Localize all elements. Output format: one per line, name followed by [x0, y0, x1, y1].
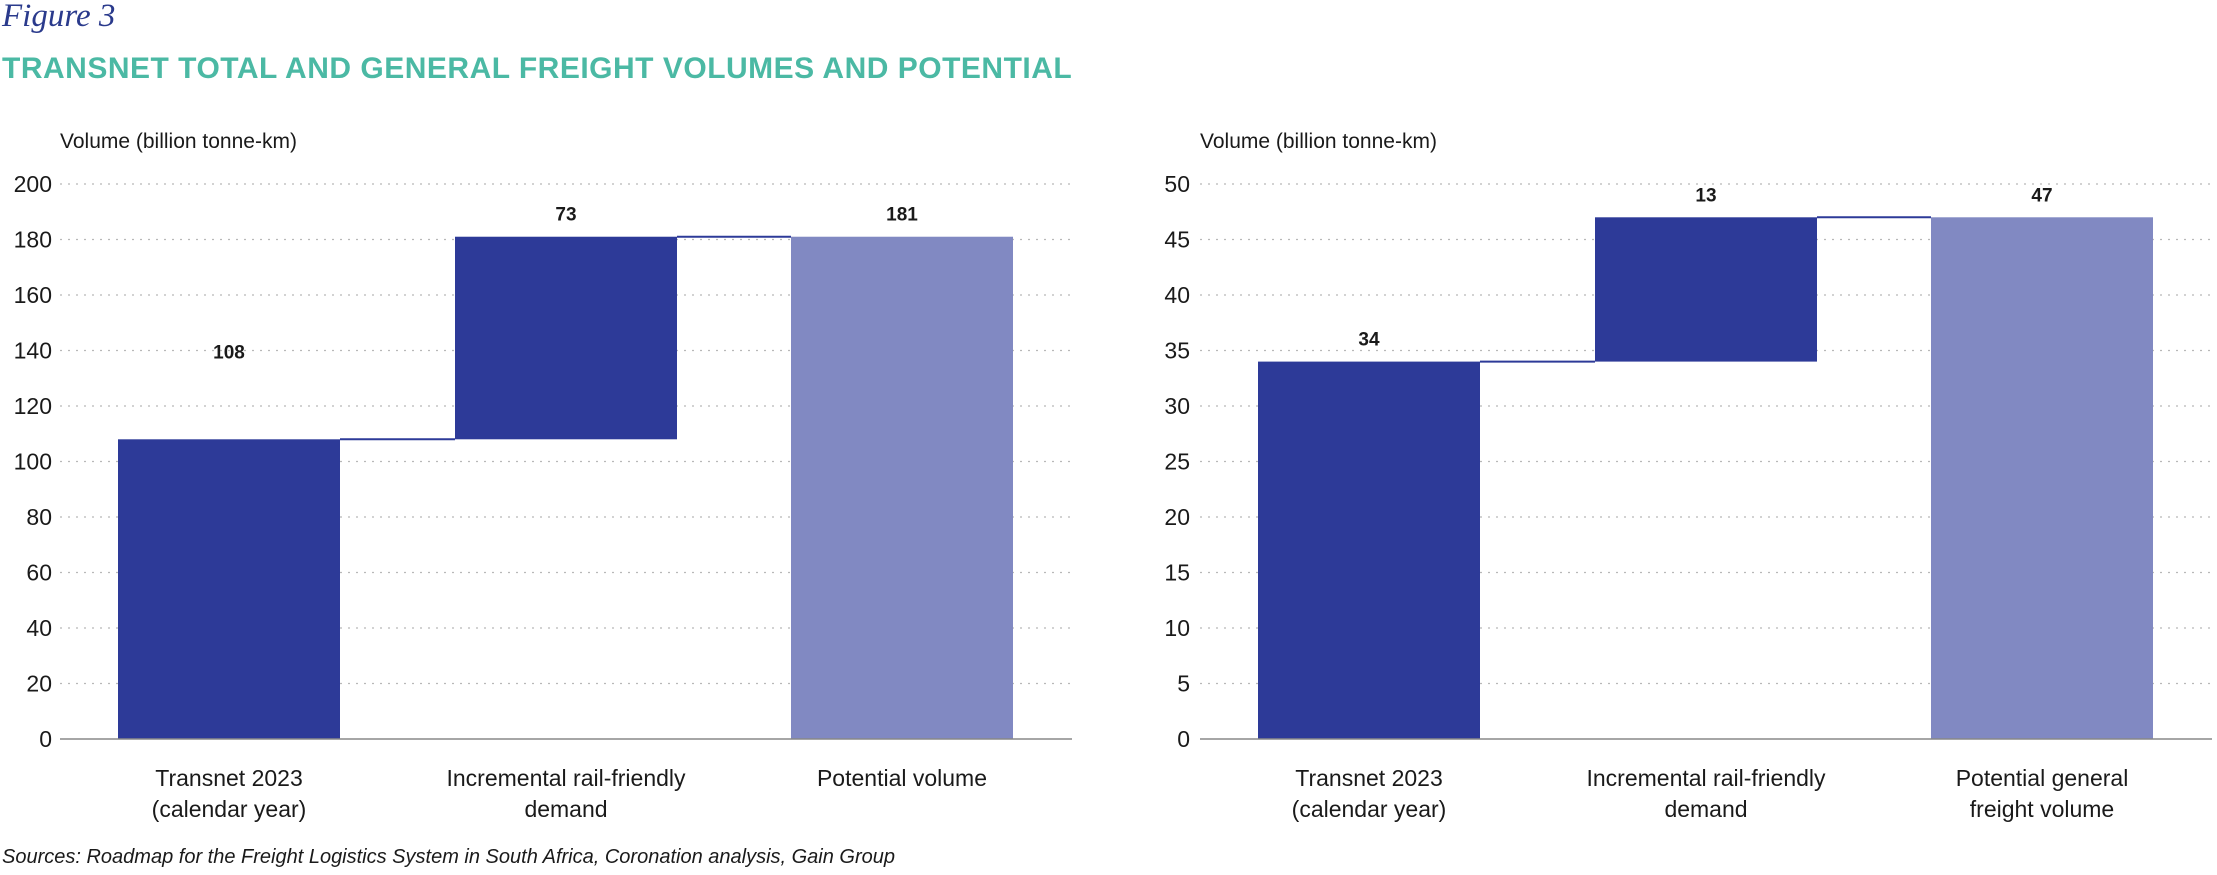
y-tick-label: 200: [14, 171, 52, 197]
y-tick-label: 0: [39, 726, 52, 752]
y-tick-label: 15: [1164, 560, 1190, 586]
bar: [791, 236, 1013, 739]
x-category-label: (calendar year): [152, 796, 307, 822]
x-category-label: Transnet 2023: [1295, 765, 1442, 791]
y-tick-label: 50: [1164, 171, 1190, 197]
y-tick-label: 60: [26, 560, 52, 586]
y-axis-label: Volume (billion tonne-km): [1200, 130, 1437, 153]
data-label: 73: [555, 205, 576, 226]
y-tick-label: 35: [1164, 338, 1190, 364]
x-category-label: Incremental rail-friendly: [1586, 765, 1826, 791]
y-tick-label: 25: [1164, 449, 1190, 475]
y-axis-label: Volume (billion tonne-km): [60, 130, 297, 153]
y-tick-label: 20: [26, 671, 52, 697]
bar: [1931, 217, 2153, 740]
x-category-label: demand: [1664, 796, 1747, 822]
bar: [1595, 217, 1817, 362]
y-tick-label: 45: [1164, 227, 1190, 253]
y-tick-label: 180: [14, 227, 52, 253]
y-tick-label: 0: [1177, 726, 1190, 752]
bar: [1258, 361, 1480, 739]
y-tick-label: 140: [14, 338, 52, 364]
y-tick-label: 160: [14, 282, 52, 308]
x-category-label: Incremental rail-friendly: [446, 765, 686, 791]
bar: [455, 236, 677, 440]
y-tick-label: 20: [1164, 504, 1190, 530]
x-category-label: freight volume: [1970, 796, 2114, 822]
x-category-label: (calendar year): [1292, 796, 1447, 822]
data-label: 108: [213, 343, 245, 364]
data-label: 13: [1695, 185, 1716, 206]
sources-note: Sources: Roadmap for the Freight Logisti…: [2, 846, 896, 868]
y-tick-label: 30: [1164, 393, 1190, 419]
data-label: 47: [2031, 185, 2052, 206]
x-category-label: demand: [524, 796, 607, 822]
y-tick-label: 120: [14, 393, 52, 419]
y-tick-label: 80: [26, 504, 52, 530]
charts-canvas: Volume (billion tonne-km)020406080100120…: [14, 130, 2212, 822]
data-label: 34: [1358, 330, 1380, 351]
figure-label: Figure 3: [2, 0, 116, 34]
y-tick-label: 100: [14, 449, 52, 475]
y-tick-label: 5: [1177, 671, 1190, 697]
y-tick-label: 40: [1164, 282, 1190, 308]
x-category-label: Transnet 2023: [155, 765, 302, 791]
y-tick-label: 40: [26, 615, 52, 641]
x-category-label: Potential general: [1956, 765, 2129, 791]
x-category-label: Potential volume: [817, 765, 987, 791]
bar: [118, 439, 340, 739]
y-tick-label: 10: [1164, 615, 1190, 641]
data-label: 181: [886, 205, 918, 226]
chart-title: TRANSNET TOTAL AND GENERAL FREIGHT VOLUM…: [2, 52, 1073, 85]
